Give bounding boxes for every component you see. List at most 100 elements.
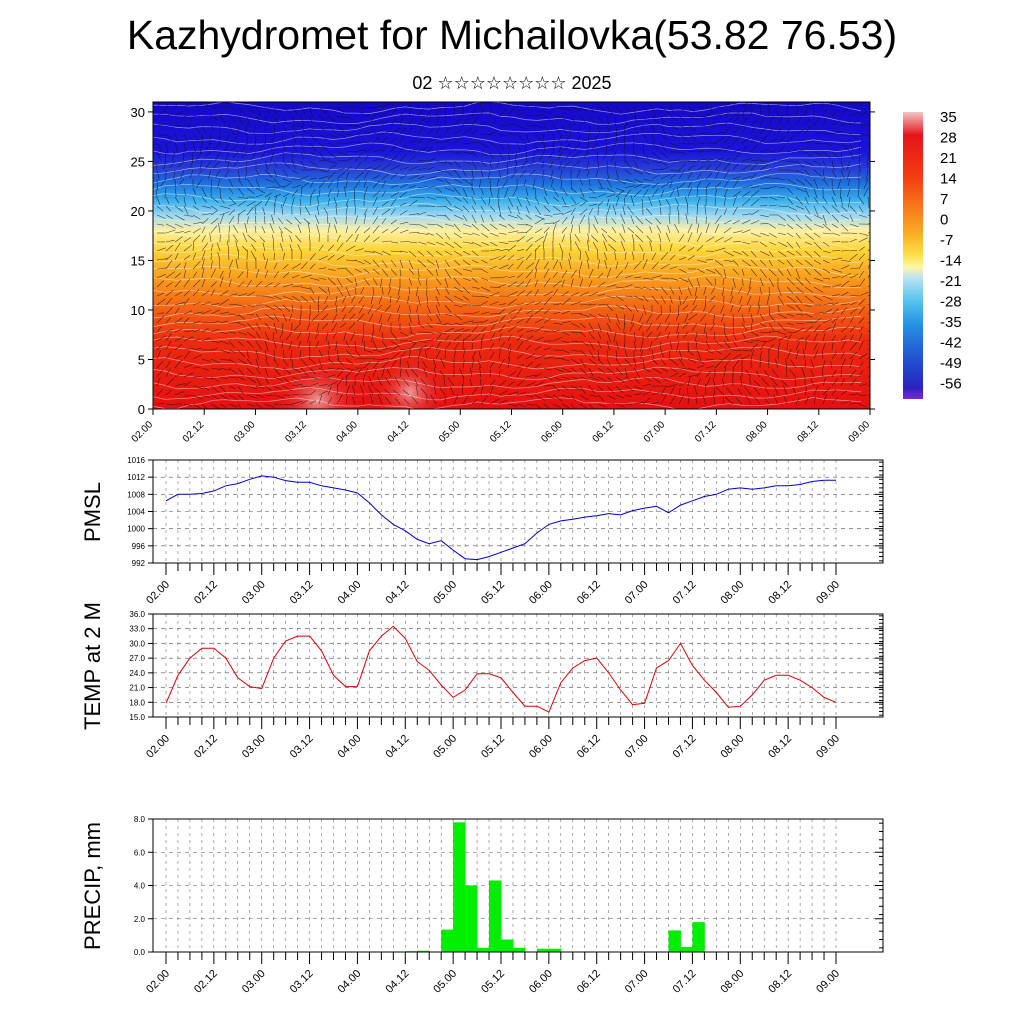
wind-vector	[783, 396, 788, 405]
wind-vector	[516, 368, 523, 378]
wind-vector	[288, 313, 293, 322]
wind-vector	[525, 290, 532, 297]
wind-vector	[480, 160, 487, 167]
wind-vector	[368, 375, 374, 387]
wind-vector	[498, 284, 506, 288]
wind-vector	[264, 196, 271, 207]
wind-vector	[309, 253, 316, 261]
wind-vector	[237, 304, 246, 307]
wind-vector	[678, 106, 686, 113]
wind-vector	[759, 164, 768, 171]
wind-vector	[559, 261, 563, 270]
wind-vector	[777, 223, 786, 226]
wind-vector	[714, 188, 718, 198]
wind-vector	[201, 358, 211, 362]
wind-vector	[345, 171, 350, 180]
wind-vector	[169, 160, 176, 169]
y-tick-label: 992	[132, 559, 146, 568]
wind-vector	[384, 388, 392, 396]
wind-vector	[426, 196, 436, 200]
x-tick-label: 07.12	[671, 968, 699, 996]
x-tick-label: 03.12	[288, 579, 316, 607]
wind-vector	[399, 183, 408, 189]
wind-vector	[759, 148, 770, 153]
x-tick-label: 09.00	[814, 733, 842, 761]
wind-vector	[273, 115, 279, 124]
wind-vector	[795, 116, 802, 126]
wind-vector	[606, 267, 612, 279]
wind-vector	[237, 358, 247, 365]
wind-vector	[822, 109, 827, 117]
wind-vector	[563, 142, 572, 151]
precip-frame	[152, 818, 884, 953]
wind-vector	[543, 330, 554, 333]
wind-vector	[408, 304, 411, 313]
wind-vector	[714, 277, 716, 286]
wind-vector	[462, 178, 472, 186]
wind-vector	[660, 167, 669, 171]
x-tick-label: 07.00	[623, 968, 651, 996]
wind-vector	[795, 149, 805, 153]
wind-vector	[228, 106, 236, 111]
wind-vector	[848, 196, 851, 208]
wind-vector	[336, 234, 341, 243]
wind-vector	[723, 220, 732, 225]
wind-vector	[453, 214, 464, 220]
wind-vector	[507, 151, 511, 163]
wind-vector	[750, 107, 753, 117]
wind-vector	[813, 241, 822, 251]
wind-vector	[552, 212, 564, 216]
wind-vector	[552, 403, 562, 408]
wind-vector	[399, 167, 409, 171]
wind-vector	[534, 403, 542, 409]
wind-vector	[309, 376, 319, 380]
wind-vector	[594, 133, 599, 142]
wind-vector	[849, 232, 858, 234]
wind-vector	[165, 307, 173, 315]
wind-vector	[489, 379, 496, 387]
wind-vector	[768, 259, 773, 267]
wind-vector	[668, 213, 671, 225]
wind-vector	[318, 304, 320, 313]
wind-vector	[714, 208, 719, 216]
wind-vector	[426, 286, 428, 296]
wind-vector	[407, 295, 410, 304]
wind-vector	[174, 214, 185, 221]
wind-vector	[174, 307, 180, 315]
wind-vector	[750, 127, 756, 135]
wind-vector	[714, 106, 724, 108]
wind-vector	[390, 352, 400, 360]
wind-vector	[810, 378, 815, 387]
wind-vector	[480, 286, 491, 292]
wind-vector	[219, 394, 230, 400]
wind-vector	[795, 268, 800, 279]
x-tick-label: 04.00	[336, 968, 364, 996]
wind-vector	[543, 296, 552, 306]
wind-vector	[678, 169, 685, 180]
wind-vector	[507, 291, 518, 297]
wind-vector	[318, 159, 330, 162]
wind-vector	[578, 224, 581, 234]
wind-vector	[156, 178, 158, 190]
wind-vector	[685, 213, 689, 225]
wind-vector	[165, 244, 174, 252]
wind-vector	[165, 389, 172, 396]
wind-vector	[300, 367, 309, 376]
wind-vector	[216, 242, 221, 252]
section-x-tick-label: 09.00	[847, 419, 873, 445]
wind-vector	[242, 232, 248, 243]
wind-vector	[813, 169, 823, 178]
wind-vector	[804, 102, 806, 108]
wind-vector	[183, 151, 185, 161]
wind-vector	[705, 112, 714, 117]
wind-vector	[682, 322, 689, 330]
wind-vector	[723, 259, 733, 262]
wind-vector	[507, 254, 514, 261]
wind-vector	[282, 358, 288, 366]
wind-vector	[489, 214, 494, 222]
wind-vector	[633, 260, 642, 270]
wind-vector	[514, 160, 518, 171]
wind-vector	[498, 124, 509, 126]
wind-vector	[273, 282, 281, 288]
wind-vector	[669, 367, 677, 373]
